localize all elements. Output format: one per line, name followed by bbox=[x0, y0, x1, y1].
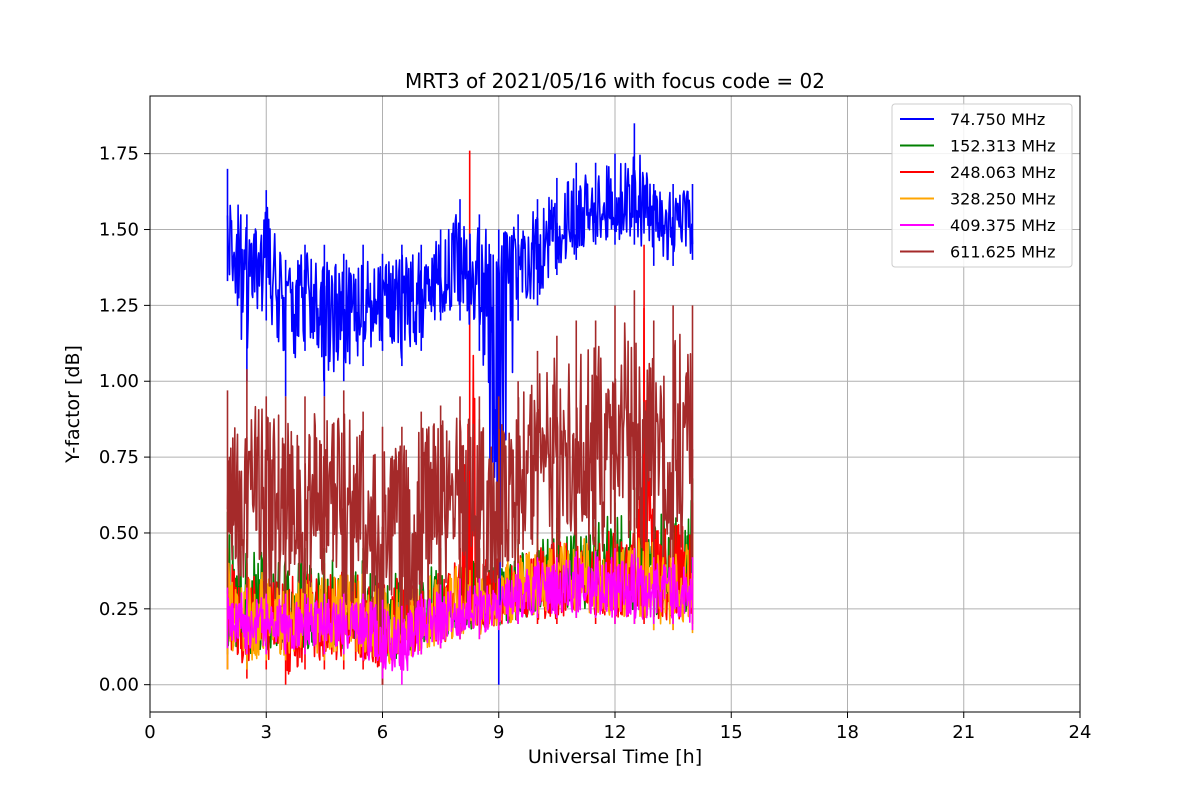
legend-label: 611.625 MHz bbox=[950, 243, 1055, 262]
y-tick-label: 1.75 bbox=[99, 144, 139, 165]
x-tick-label: 3 bbox=[261, 722, 272, 743]
x-tick-label: 9 bbox=[493, 722, 504, 743]
x-axis-label: Universal Time [h] bbox=[528, 746, 702, 768]
legend-label: 409.375 MHz bbox=[950, 216, 1055, 235]
legend-label: 248.063 MHz bbox=[950, 163, 1055, 182]
y-tick-label: 1.25 bbox=[99, 295, 139, 316]
series-line bbox=[226, 290, 694, 685]
chart-title: MRT3 of 2021/05/16 with focus code = 02 bbox=[405, 69, 825, 93]
series-line bbox=[226, 548, 694, 685]
axis-ticks: 0 3 6 9 12 15 18 21 24 0.00 0.25 0.50 0.75 1.00 1.25 1.… bbox=[99, 144, 1092, 743]
series-layer bbox=[226, 123, 694, 685]
legend-label: 74.750 MHz bbox=[950, 110, 1045, 129]
y-axis-label: Y-factor [dB] bbox=[62, 345, 84, 464]
x-tick-label: 15 bbox=[720, 722, 743, 743]
y-tick-label: 1.00 bbox=[99, 371, 139, 392]
x-tick-label: 24 bbox=[1069, 722, 1092, 743]
legend-box bbox=[891, 103, 1073, 268]
legend-label: 328.250 MHz bbox=[950, 190, 1055, 209]
y-tick-label: 0.00 bbox=[99, 675, 139, 696]
y-tick-label: 0.25 bbox=[99, 599, 139, 620]
y-tick-label: 1.50 bbox=[99, 220, 139, 241]
x-tick-label: 18 bbox=[836, 722, 859, 743]
x-tick-label: 21 bbox=[952, 722, 975, 743]
legend: 74.750 MHz 152.313 MHz 248.063 MHz 328.250 … bbox=[891, 103, 1073, 268]
y-tick-label: 0.75 bbox=[99, 447, 139, 468]
x-tick-label: 0 bbox=[144, 722, 155, 743]
legend-label: 152.313 MHz bbox=[950, 137, 1055, 156]
x-tick-label: 12 bbox=[604, 722, 627, 743]
y-tick-label: 0.50 bbox=[99, 523, 139, 544]
x-tick-label: 6 bbox=[377, 722, 388, 743]
